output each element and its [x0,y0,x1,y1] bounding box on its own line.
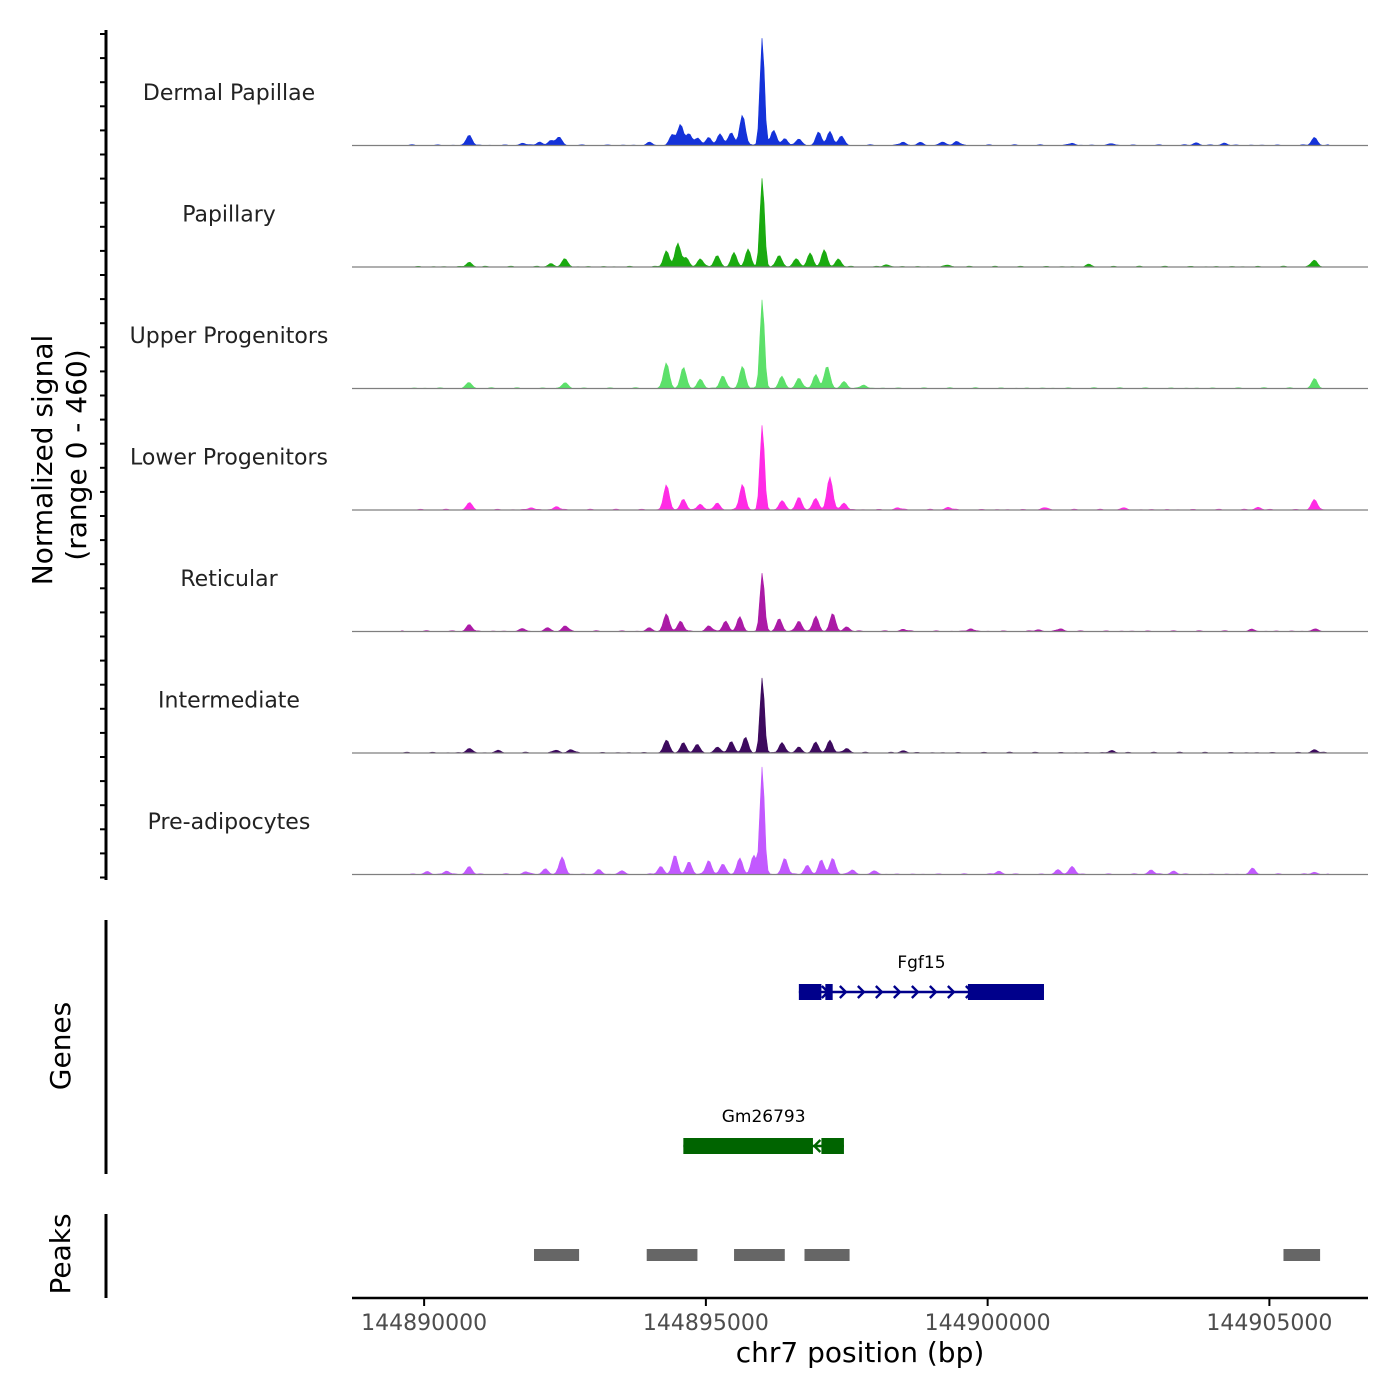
exon-block [825,984,833,1000]
exon-block [683,1138,813,1154]
track-label: Lower Progenitors [130,446,328,471]
x-axis: 144890000 144895000 144900000 144905000 [352,1296,1368,1336]
strand-arrow [875,985,884,999]
track-label: Pre-adipocytes [148,810,311,835]
x-tick-label: 144895000 [643,1311,769,1336]
peak-panel [104,1214,1321,1298]
track-lower-progenitors: Lower Progenitors [130,425,1368,511]
track-label: Intermediate [158,689,300,714]
gene-label: Gm26793 [722,1107,806,1127]
peak-panel-title: Peaks [44,1213,77,1294]
strand-arrow [839,985,848,999]
peak-region [734,1249,785,1261]
x-tick-label: 144905000 [1206,1311,1332,1336]
track-pre-adipocytes: Pre-adipocytes [148,766,1368,876]
peak-region [804,1249,850,1261]
strand-arrow [812,1139,822,1153]
track-label: Upper Progenitors [130,324,329,349]
exon-block [967,984,1044,1000]
track-reticular: Reticular [180,567,1368,633]
track-dermal-papillae: Dermal Papillae [143,38,1368,147]
signal-area [352,425,1368,511]
track-label: Reticular [180,567,278,592]
track-label: Papillary [182,203,276,228]
peak-region [534,1249,580,1261]
signal-area [352,38,1368,146]
strand-arrow [893,985,902,999]
signal-panel: Dermal Papillae Papillary Upper Progenitor… [100,30,1368,880]
gene-panel-title: Genes [44,1002,77,1090]
gene-fgf15: Fgf15 [798,953,1044,1000]
x-tick-label: 144900000 [925,1311,1051,1336]
strand-arrow [857,985,866,999]
track-papillary: Papillary [182,178,1368,268]
strand-arrow [911,985,920,999]
peak-region [1283,1249,1321,1261]
peak-region [646,1249,698,1261]
signal-area [352,677,1368,754]
exon-block [821,1138,844,1154]
gene-panel: Fgf15 Gm26793 [104,920,1044,1174]
exon-block [798,984,822,1000]
track-upper-progenitors: Upper Progenitors [130,299,1368,390]
signal-area [352,573,1368,632]
strand-arrow [947,985,956,999]
x-tick-label: 144890000 [361,1311,487,1336]
y-axis-title-line1: Normalized signal [26,335,59,586]
signal-area [352,766,1368,875]
signal-area [352,178,1368,268]
gene-gm26793: Gm26793 [683,1107,844,1154]
track-intermediate: Intermediate [158,677,1368,754]
y-axis-title-line2: (range 0 - 460) [60,349,93,560]
strand-arrow [929,985,938,999]
gene-label: Fgf15 [897,953,945,973]
track-label: Dermal Papillae [143,81,315,106]
x-axis-title: chr7 position (bp) [736,1336,985,1369]
signal-area [352,299,1368,389]
